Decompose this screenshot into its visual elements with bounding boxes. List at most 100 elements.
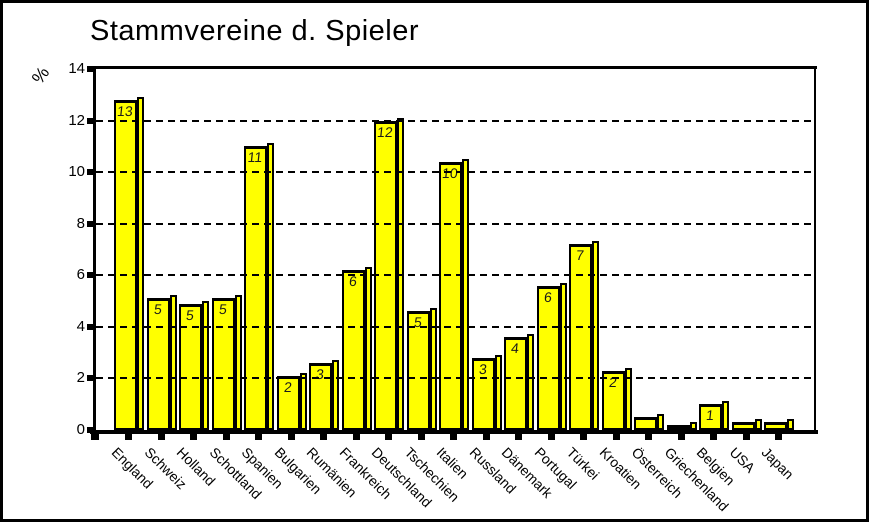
bar bbox=[731, 419, 762, 430]
bar-value-label: 3 bbox=[477, 361, 488, 377]
x-tick bbox=[775, 434, 782, 440]
bar bbox=[244, 143, 274, 430]
bar bbox=[634, 414, 664, 430]
bar bbox=[764, 419, 794, 430]
bar bbox=[341, 267, 372, 430]
y-tick-label: 6 bbox=[76, 266, 85, 284]
bar bbox=[179, 301, 209, 430]
y-tick-label: 2 bbox=[76, 369, 85, 387]
bar-side bbox=[754, 419, 762, 430]
bar-face bbox=[569, 244, 592, 430]
x-tick bbox=[547, 434, 555, 440]
gridline-6 bbox=[96, 274, 815, 277]
x-tick bbox=[190, 434, 197, 440]
x-tick bbox=[320, 434, 327, 440]
bar-value-label: 5 bbox=[185, 307, 195, 323]
bar-side bbox=[332, 360, 339, 430]
y-tick bbox=[87, 169, 95, 176]
bar-side bbox=[559, 283, 567, 430]
bar-face bbox=[309, 363, 332, 430]
bar bbox=[439, 159, 469, 430]
x-tick bbox=[612, 434, 620, 440]
bar-side bbox=[397, 118, 404, 430]
bar bbox=[504, 334, 534, 430]
bar bbox=[211, 295, 242, 430]
bar-face bbox=[406, 311, 430, 430]
x-tick bbox=[580, 434, 587, 440]
bar-side bbox=[592, 241, 599, 430]
x-tick-label: Japan bbox=[758, 444, 797, 483]
bar-face bbox=[504, 337, 527, 430]
x-tick bbox=[677, 434, 685, 440]
bar bbox=[536, 283, 567, 430]
bar-face bbox=[601, 371, 625, 430]
y-tick bbox=[87, 375, 95, 382]
y-tick bbox=[87, 272, 95, 279]
bar-value-label: 13 bbox=[116, 103, 134, 119]
bar-side bbox=[494, 355, 502, 430]
bar bbox=[309, 360, 339, 430]
bar-side bbox=[364, 267, 372, 430]
bar-side bbox=[202, 301, 209, 430]
bar-side bbox=[267, 143, 274, 430]
gridline-4 bbox=[96, 325, 815, 328]
bar-face bbox=[471, 358, 495, 430]
bar-value-label: 5 bbox=[217, 301, 228, 317]
gridline-12 bbox=[96, 119, 815, 122]
bar-side bbox=[722, 401, 729, 430]
bar-side bbox=[169, 295, 177, 430]
plot-frame-right bbox=[814, 66, 816, 434]
bar bbox=[666, 422, 697, 430]
bar-value-label: 11 bbox=[246, 149, 264, 165]
bar-side bbox=[234, 295, 242, 430]
x-tick bbox=[125, 434, 132, 440]
bar-face bbox=[536, 286, 560, 430]
y-tick bbox=[87, 427, 95, 433]
bar-face bbox=[179, 304, 202, 430]
bar bbox=[569, 241, 599, 430]
y-tick-label: 14 bbox=[68, 60, 85, 77]
y-tick-label: 8 bbox=[76, 214, 85, 232]
bar-side bbox=[527, 334, 534, 430]
x-tick bbox=[645, 434, 652, 440]
bar bbox=[406, 308, 437, 430]
y-tick-label: 12 bbox=[68, 111, 85, 129]
bar bbox=[699, 401, 729, 430]
bar-value-label: 2 bbox=[282, 379, 293, 395]
bar-face bbox=[244, 146, 267, 430]
gridline-8 bbox=[96, 222, 815, 225]
bar-side bbox=[787, 419, 794, 430]
bar-face bbox=[666, 425, 690, 430]
bar-side bbox=[429, 308, 437, 430]
y-tick bbox=[87, 220, 95, 227]
bar bbox=[471, 355, 502, 430]
x-tick bbox=[450, 434, 457, 440]
y-tick-label: 10 bbox=[68, 163, 85, 181]
bar-value-label: 7 bbox=[575, 247, 585, 263]
bar bbox=[601, 368, 632, 430]
y-tick bbox=[87, 117, 95, 124]
bar-side bbox=[299, 373, 307, 430]
bar-face bbox=[211, 298, 235, 430]
x-tick bbox=[255, 434, 262, 440]
bar-side bbox=[462, 159, 469, 430]
bar-face bbox=[114, 100, 137, 430]
bar bbox=[114, 97, 144, 430]
bar-face bbox=[439, 162, 462, 430]
x-tick bbox=[352, 434, 360, 440]
bar bbox=[146, 295, 177, 430]
bar-value-label: 4 bbox=[510, 340, 520, 356]
plot-frame-top bbox=[93, 66, 817, 69]
chart-title: Stammvereine d. Spieler bbox=[90, 15, 420, 47]
x-tick bbox=[417, 434, 425, 440]
x-tick bbox=[482, 434, 490, 440]
gridline-10 bbox=[96, 171, 815, 174]
plot-area: 135551123612510346721 bbox=[96, 69, 815, 430]
bar-value-label: 6 bbox=[542, 289, 553, 305]
bar-face bbox=[634, 417, 657, 430]
bar-side bbox=[689, 422, 697, 430]
bar-face bbox=[731, 422, 755, 430]
x-tick bbox=[222, 434, 230, 440]
y-tick-label: 0 bbox=[76, 421, 85, 438]
bar-face bbox=[699, 404, 722, 430]
